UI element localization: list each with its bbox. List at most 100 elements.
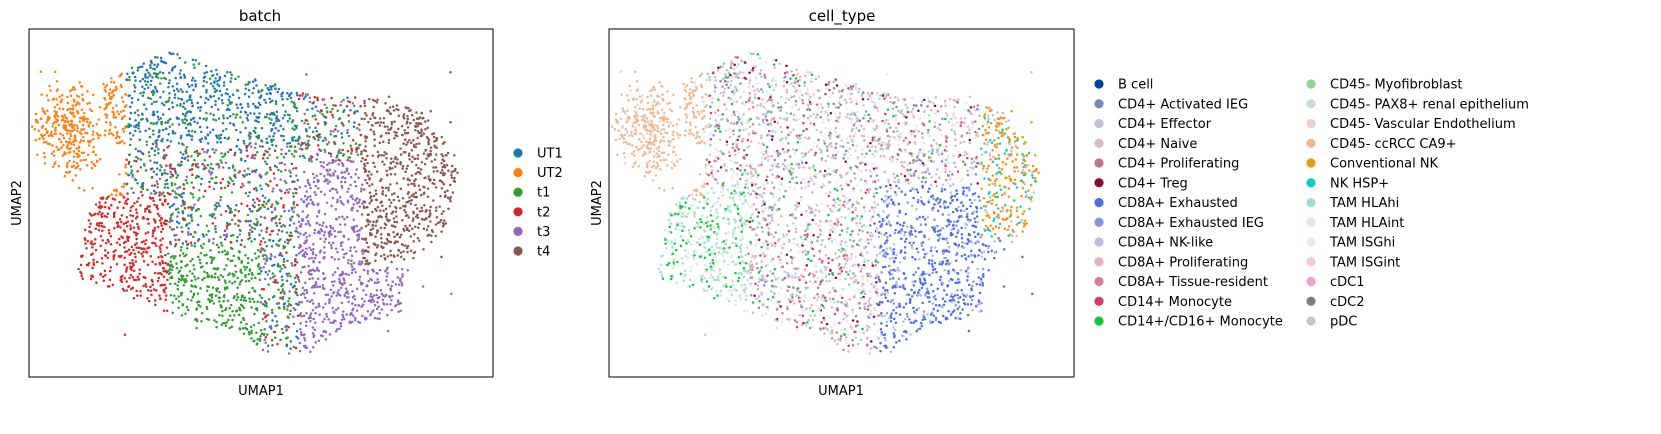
scatter-point xyxy=(237,171,240,174)
scatter-point xyxy=(258,199,261,203)
scatter-point xyxy=(75,124,79,128)
scatter-point xyxy=(301,333,305,337)
scatter-point xyxy=(299,245,302,248)
scatter-point xyxy=(416,171,419,174)
scatter-point xyxy=(215,243,219,247)
scatter-point xyxy=(409,249,413,253)
scatter-point xyxy=(147,96,150,100)
scatter-point xyxy=(231,179,234,183)
scatter-point xyxy=(226,116,229,120)
scatter-point xyxy=(247,279,251,283)
scatter-point xyxy=(218,313,221,317)
scatter-point xyxy=(290,261,293,265)
scatter-point xyxy=(178,56,181,60)
scatter-point xyxy=(420,217,424,221)
scatter-point xyxy=(91,187,94,190)
scatter-point xyxy=(155,173,158,176)
scatter-point xyxy=(385,212,388,216)
scatter-point xyxy=(299,250,303,254)
scatter-point xyxy=(86,239,90,243)
scatter-point xyxy=(770,290,773,293)
scatter-point xyxy=(76,155,79,159)
scatter-point xyxy=(171,265,175,269)
scatter-point xyxy=(76,164,80,167)
scatter-point xyxy=(382,121,385,124)
scatter-point xyxy=(349,283,352,287)
scatter-point xyxy=(117,237,121,241)
scatter-point xyxy=(281,295,285,299)
scatter-point xyxy=(379,233,383,236)
scatter-point xyxy=(166,100,169,103)
scatter-point xyxy=(401,164,405,168)
scatter-point xyxy=(299,328,302,331)
scatter-point xyxy=(76,153,80,156)
scatter-point xyxy=(402,151,406,154)
legend-marker-t3 xyxy=(513,226,523,236)
scatter-point xyxy=(230,101,233,104)
scatter-point xyxy=(256,106,260,109)
scatter-point xyxy=(1021,230,1024,233)
scatter-point xyxy=(915,188,919,191)
scatter-point xyxy=(887,139,891,143)
scatter-point xyxy=(364,111,367,115)
scatter-point xyxy=(262,200,266,204)
scatter-point xyxy=(340,162,344,165)
scatter-point xyxy=(157,148,160,151)
scatter-point xyxy=(130,171,133,175)
scatter-point xyxy=(169,218,172,221)
scatter-point xyxy=(160,166,163,169)
scatter-point xyxy=(304,324,308,328)
scatter-point xyxy=(390,157,393,160)
scatter-point xyxy=(350,149,354,152)
scatter-point xyxy=(194,176,198,180)
scatter-point xyxy=(201,278,204,282)
scatter-point xyxy=(337,150,341,153)
scatter-point xyxy=(301,292,305,295)
scatter-point xyxy=(142,260,146,263)
scatter-point xyxy=(381,190,385,193)
scatter-point xyxy=(159,250,162,254)
scatter-point xyxy=(231,309,234,313)
scatter-point xyxy=(296,275,300,279)
scatter-point xyxy=(339,324,343,328)
scatter-point xyxy=(388,112,392,115)
legend-label-ut2: UT2 xyxy=(537,166,563,181)
scatter-point xyxy=(844,262,847,265)
scatter-point xyxy=(280,225,283,228)
scatter-point xyxy=(71,107,75,110)
scatter-point xyxy=(889,319,893,323)
scatter-point xyxy=(98,134,102,137)
scatter-point xyxy=(362,268,366,272)
scatter-point xyxy=(312,259,315,263)
scatter-point xyxy=(197,303,200,307)
scatter-point xyxy=(166,278,169,282)
scatter-point xyxy=(234,116,238,119)
scatter-point xyxy=(133,159,136,163)
scatter-point xyxy=(316,122,320,125)
scatter-point xyxy=(307,317,311,320)
scatter-point xyxy=(331,116,335,119)
scatter-point xyxy=(52,154,56,157)
scatter-point xyxy=(139,118,143,121)
scatter-point xyxy=(289,217,292,220)
scatter-point xyxy=(141,85,144,89)
scatter-point xyxy=(179,88,183,91)
scatter-point xyxy=(385,238,389,241)
scatter-point xyxy=(261,348,265,352)
scatter-point xyxy=(632,154,636,157)
scatter-point xyxy=(327,241,331,244)
scatter-point xyxy=(365,241,369,245)
scatter-point xyxy=(213,80,216,83)
scatter-point xyxy=(67,147,70,150)
scatter-point xyxy=(66,101,70,105)
scatter-point xyxy=(968,138,972,142)
scatter-point xyxy=(414,203,417,207)
scatter-point xyxy=(136,294,139,297)
scatter-point xyxy=(326,110,329,114)
scatter-point xyxy=(253,112,256,115)
scatter-point xyxy=(208,300,212,304)
scatter-point xyxy=(357,235,360,238)
scatter-point xyxy=(298,186,302,189)
scatter-point xyxy=(453,154,456,157)
scatter-point xyxy=(241,173,245,177)
